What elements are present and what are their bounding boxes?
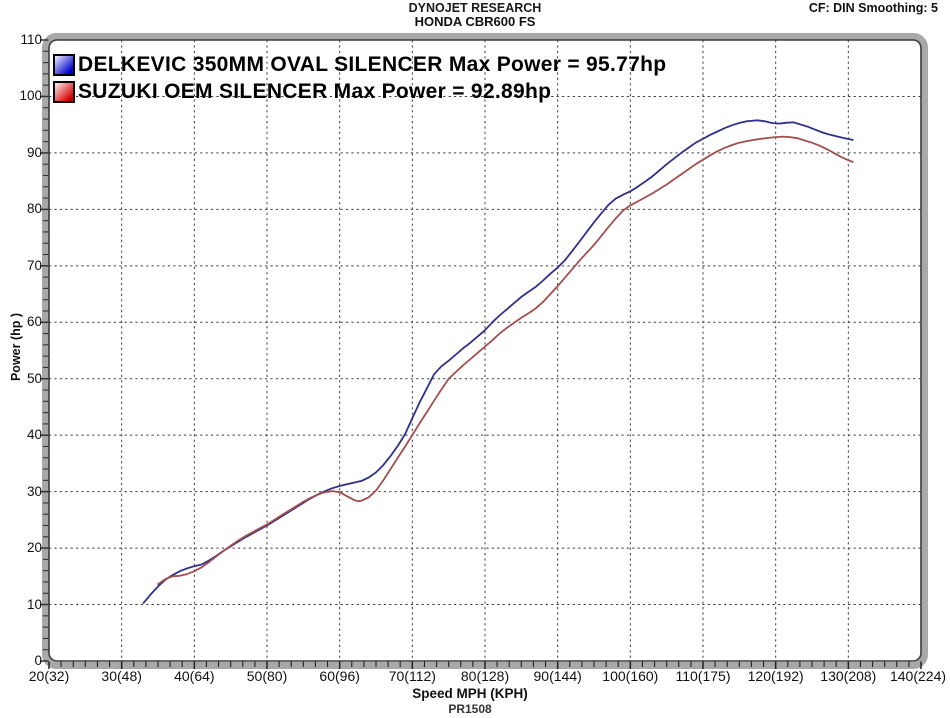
x-tick-label: 80(128) (460, 668, 510, 684)
x-tick-label: 30(48) (101, 668, 142, 684)
legend-item-suzuki: SUZUKI OEM SILENCER Max Power = 92.89hp (53, 78, 666, 105)
y-tick-label: 30 (26, 483, 42, 499)
cf-smoothing-label: CF: DIN Smoothing: 5 (808, 1, 938, 15)
y-tick-label: 110 (20, 32, 42, 47)
y-tick-label: 0 (34, 653, 42, 668)
power-curve-suzuki (157, 135, 854, 586)
x-axis-title: Speed MPH (KPH) (412, 686, 528, 701)
x-tick-label: 110(175) (675, 668, 731, 684)
y-tick-label: 90 (26, 144, 42, 160)
x-tick-label: 120(192) (747, 668, 804, 684)
x-tick-label: 40(64) (174, 668, 215, 684)
x-tick-label: 100(160) (602, 668, 659, 684)
x-tick-label: 90(144) (533, 668, 582, 684)
run-id-label: PR1508 (448, 702, 492, 716)
suzuki-color-swatch-icon (53, 80, 75, 103)
x-tick-label: 60(96) (319, 668, 360, 684)
power-curve-delkevic (142, 119, 854, 604)
y-tick-label: 40 (26, 427, 42, 443)
y-tick-label: 60 (26, 314, 42, 330)
y-tick-label: 50 (26, 370, 42, 386)
y-tick-label: 70 (26, 257, 42, 273)
x-tick-label: 50(80) (246, 668, 288, 684)
legend: DELKEVIC 350MM OVAL SILENCER Max Power =… (53, 51, 666, 105)
chart-title: DYNOJET RESEARCH (408, 1, 542, 15)
y-tick-label: 80 (26, 201, 42, 217)
chart-subtitle: HONDA CBR600 FS (414, 14, 536, 29)
y-tick-label: 100 (19, 88, 42, 104)
x-tick-label: 20(32) (28, 668, 70, 684)
legend-label-delkevic: DELKEVIC 350MM OVAL SILENCER Max Power =… (78, 52, 667, 76)
legend-label-suzuki: SUZUKI OEM SILENCER Max Power = 92.89hp (78, 79, 552, 103)
x-tick-label: 140(224) (889, 668, 947, 684)
y-tick-label: 20 (26, 540, 42, 556)
x-tick-label: 130(208) (820, 668, 877, 684)
x-tick-label: 70(112) (388, 668, 436, 684)
y-tick-label: 10 (26, 596, 42, 612)
delkevic-color-swatch-icon (53, 53, 75, 76)
legend-item-delkevic: DELKEVIC 350MM OVAL SILENCER Max Power =… (53, 51, 666, 78)
